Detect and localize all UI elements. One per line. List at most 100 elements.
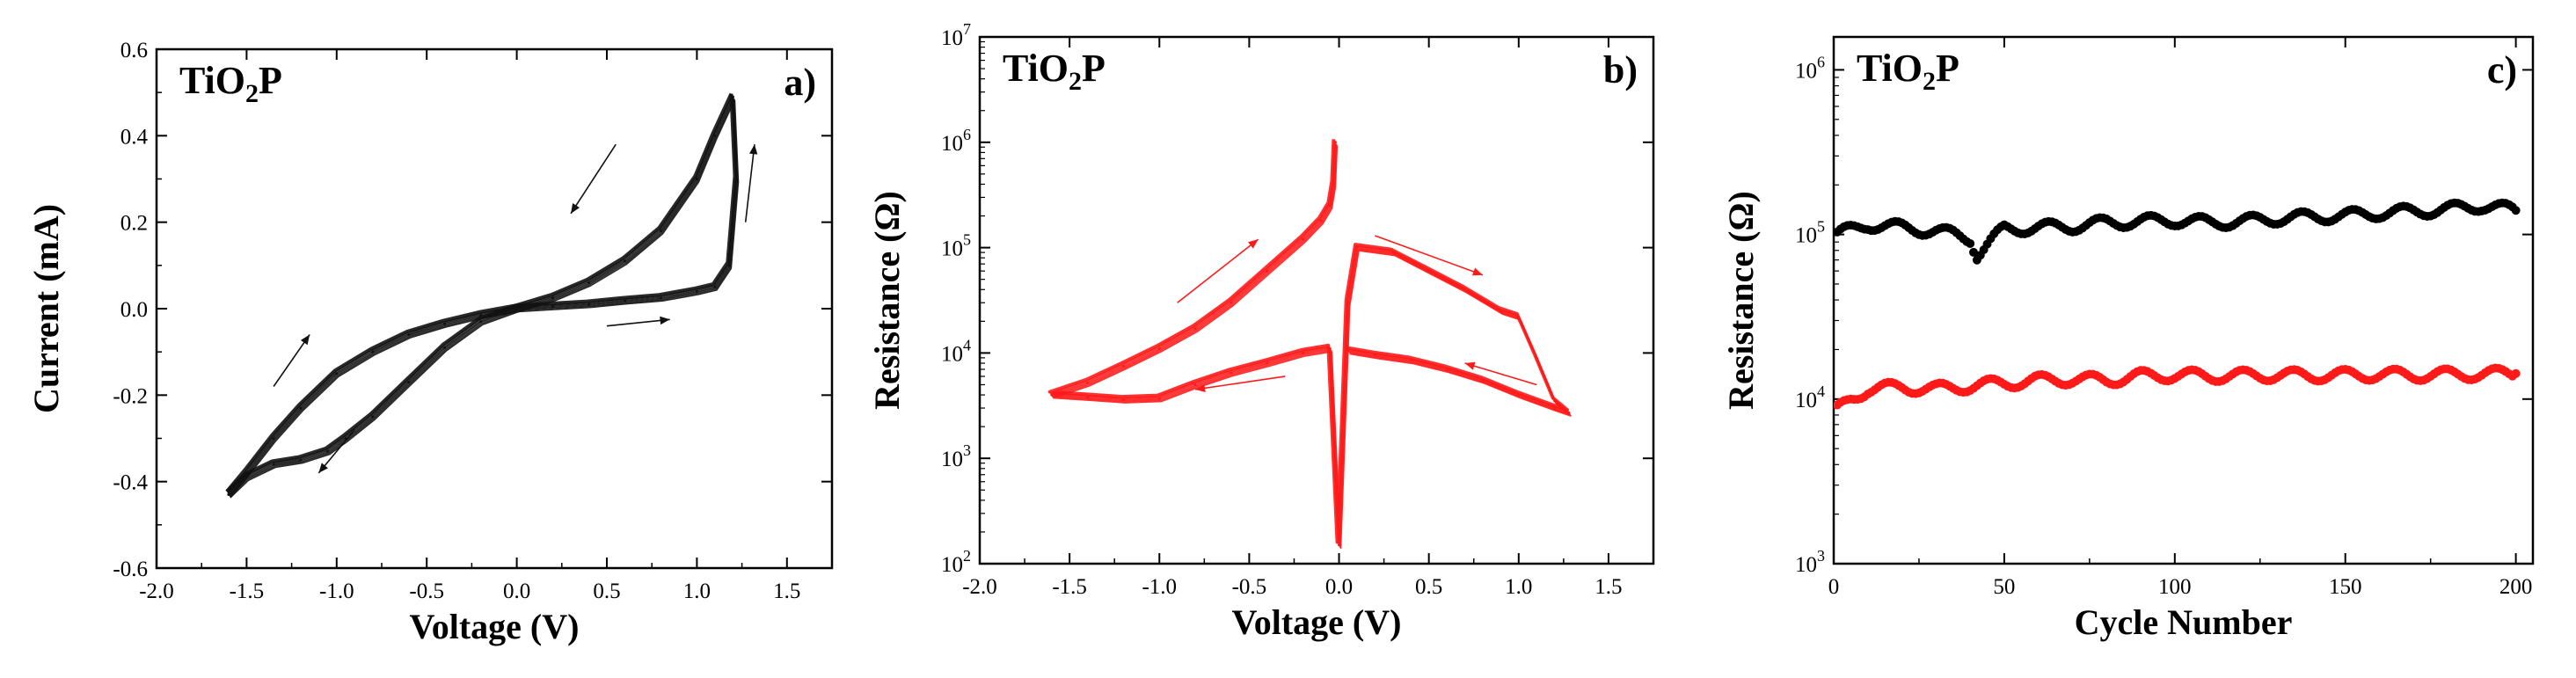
y-axis-title: Resistance (Ω) bbox=[1721, 191, 1761, 410]
y-axis-title: Resistance (Ω) bbox=[867, 191, 907, 410]
data-point bbox=[551, 296, 555, 300]
sample-label-base: TiO bbox=[1857, 47, 1923, 90]
series-line-1 bbox=[227, 96, 737, 495]
y-tick-label: -0.4 bbox=[113, 471, 148, 495]
data-point bbox=[1338, 543, 1341, 547]
data-point bbox=[1050, 393, 1054, 397]
series-line-1 bbox=[227, 94, 737, 493]
series-line-0 bbox=[225, 92, 733, 493]
data-point bbox=[1319, 219, 1323, 222]
x-tick-label: 0.0 bbox=[503, 580, 530, 603]
data-layer bbox=[1834, 198, 2521, 410]
direction-arrowhead bbox=[1464, 361, 1476, 370]
y-tick-exponent: 4 bbox=[963, 336, 971, 354]
y-tick-exponent: 6 bbox=[1817, 53, 1825, 70]
x-tick-label: 200 bbox=[2499, 575, 2533, 599]
y-tick-exponent: 7 bbox=[963, 20, 971, 38]
data-point bbox=[1355, 246, 1359, 250]
data-point bbox=[1266, 269, 1269, 273]
data-point bbox=[335, 372, 339, 375]
x-tick-label: 50 bbox=[1993, 575, 2015, 599]
data-point bbox=[1266, 361, 1269, 365]
data-point bbox=[1463, 288, 1467, 291]
data-point bbox=[587, 281, 591, 284]
data-point bbox=[1193, 383, 1197, 386]
sample-label: TiO2P bbox=[179, 59, 282, 108]
data-point bbox=[1391, 251, 1395, 254]
direction-arrowhead bbox=[318, 463, 328, 473]
y-tick-label: 0.0 bbox=[120, 298, 148, 322]
data-point bbox=[479, 313, 483, 317]
data-point bbox=[1230, 301, 1233, 304]
direction-arrowhead bbox=[1195, 383, 1206, 392]
sample-label-subscript: 2 bbox=[245, 79, 259, 108]
data-point bbox=[1230, 371, 1233, 375]
panel-label: a) bbox=[784, 61, 816, 104]
data-point bbox=[1086, 396, 1090, 399]
panel-a: -2.0 -1.5 -1.0 -0.5 0.0 0.5 1.0 1.5 -0.6 -0.4 -0.2… bbox=[26, 39, 834, 646]
sample-label-subscript: 2 bbox=[1923, 67, 1936, 96]
direction-arrowhead bbox=[571, 203, 580, 214]
y-tick-exponent: 3 bbox=[1817, 547, 1825, 565]
data-point bbox=[479, 320, 483, 324]
y-tick-label: 102 bbox=[941, 547, 971, 577]
y-tick-label: 104 bbox=[941, 336, 971, 366]
plot-frame bbox=[1832, 35, 2535, 565]
x-axis-title: Voltage (V) bbox=[410, 607, 580, 646]
y-tick-exponent: 4 bbox=[1817, 383, 1825, 400]
y-axis-title: Current (mA) bbox=[26, 204, 66, 413]
sample-label-rest: P bbox=[259, 59, 282, 102]
series-line-1 bbox=[229, 98, 739, 498]
direction-arrowhead bbox=[749, 144, 758, 155]
y-tick-label: 106 bbox=[941, 126, 971, 156]
data-point bbox=[587, 303, 591, 306]
x-tick-label: -2.0 bbox=[139, 580, 174, 603]
data-point bbox=[695, 178, 698, 180]
data-point bbox=[623, 299, 626, 303]
panel-c: 0 50 100 150 200 103 104 105 106 Cycle Number Resi… bbox=[1721, 35, 2535, 642]
data-point bbox=[623, 259, 626, 263]
x-tick-label: 0.5 bbox=[593, 580, 620, 603]
x-tick-label: -1.5 bbox=[1052, 575, 1087, 599]
x-tick-label: -0.5 bbox=[1232, 575, 1267, 599]
x-tick-label: -1.0 bbox=[1142, 575, 1177, 599]
x-tick-label: -0.5 bbox=[409, 580, 444, 603]
series-line-0 bbox=[1047, 139, 1569, 544]
data-point bbox=[1086, 381, 1090, 384]
x-tick-label: -2.0 bbox=[962, 575, 997, 599]
data-point bbox=[659, 296, 662, 300]
data-point bbox=[1481, 379, 1485, 383]
data-point bbox=[734, 178, 738, 180]
data-point bbox=[1328, 346, 1332, 350]
series-line-1 bbox=[225, 93, 737, 493]
y-tick-exponent: 3 bbox=[963, 441, 971, 459]
data-layer bbox=[225, 92, 758, 499]
data-point bbox=[443, 346, 447, 349]
data-point bbox=[299, 406, 303, 410]
x-axis-title: Cycle Number bbox=[2075, 602, 2293, 642]
data-point bbox=[713, 285, 717, 288]
data-point bbox=[1427, 269, 1431, 273]
data-point bbox=[551, 305, 555, 309]
data-point bbox=[1332, 182, 1335, 186]
x-tick-label: 1.5 bbox=[773, 580, 800, 603]
sample-label-rest: P bbox=[1936, 47, 1959, 90]
direction-arrowhead bbox=[300, 334, 310, 346]
sample-label: TiO2P bbox=[1003, 47, 1106, 96]
y-tick-label: 105 bbox=[941, 231, 971, 261]
data-point bbox=[713, 134, 717, 137]
series-line-1 bbox=[230, 99, 740, 499]
data-point bbox=[1373, 354, 1376, 357]
data-point bbox=[371, 350, 375, 354]
y-tick-label: 104 bbox=[1795, 383, 1825, 412]
x-tick-label: 1.5 bbox=[1594, 575, 1622, 599]
x-tick-label: -1.5 bbox=[230, 580, 265, 603]
data-point bbox=[1157, 397, 1161, 400]
data-layer bbox=[1047, 139, 1572, 550]
direction-arrow bbox=[744, 144, 755, 222]
data-point bbox=[272, 437, 275, 440]
data-point bbox=[1346, 301, 1350, 304]
data-point bbox=[1517, 315, 1521, 318]
x-tick-label: 1.0 bbox=[1505, 575, 1532, 599]
data-point bbox=[1333, 141, 1337, 144]
